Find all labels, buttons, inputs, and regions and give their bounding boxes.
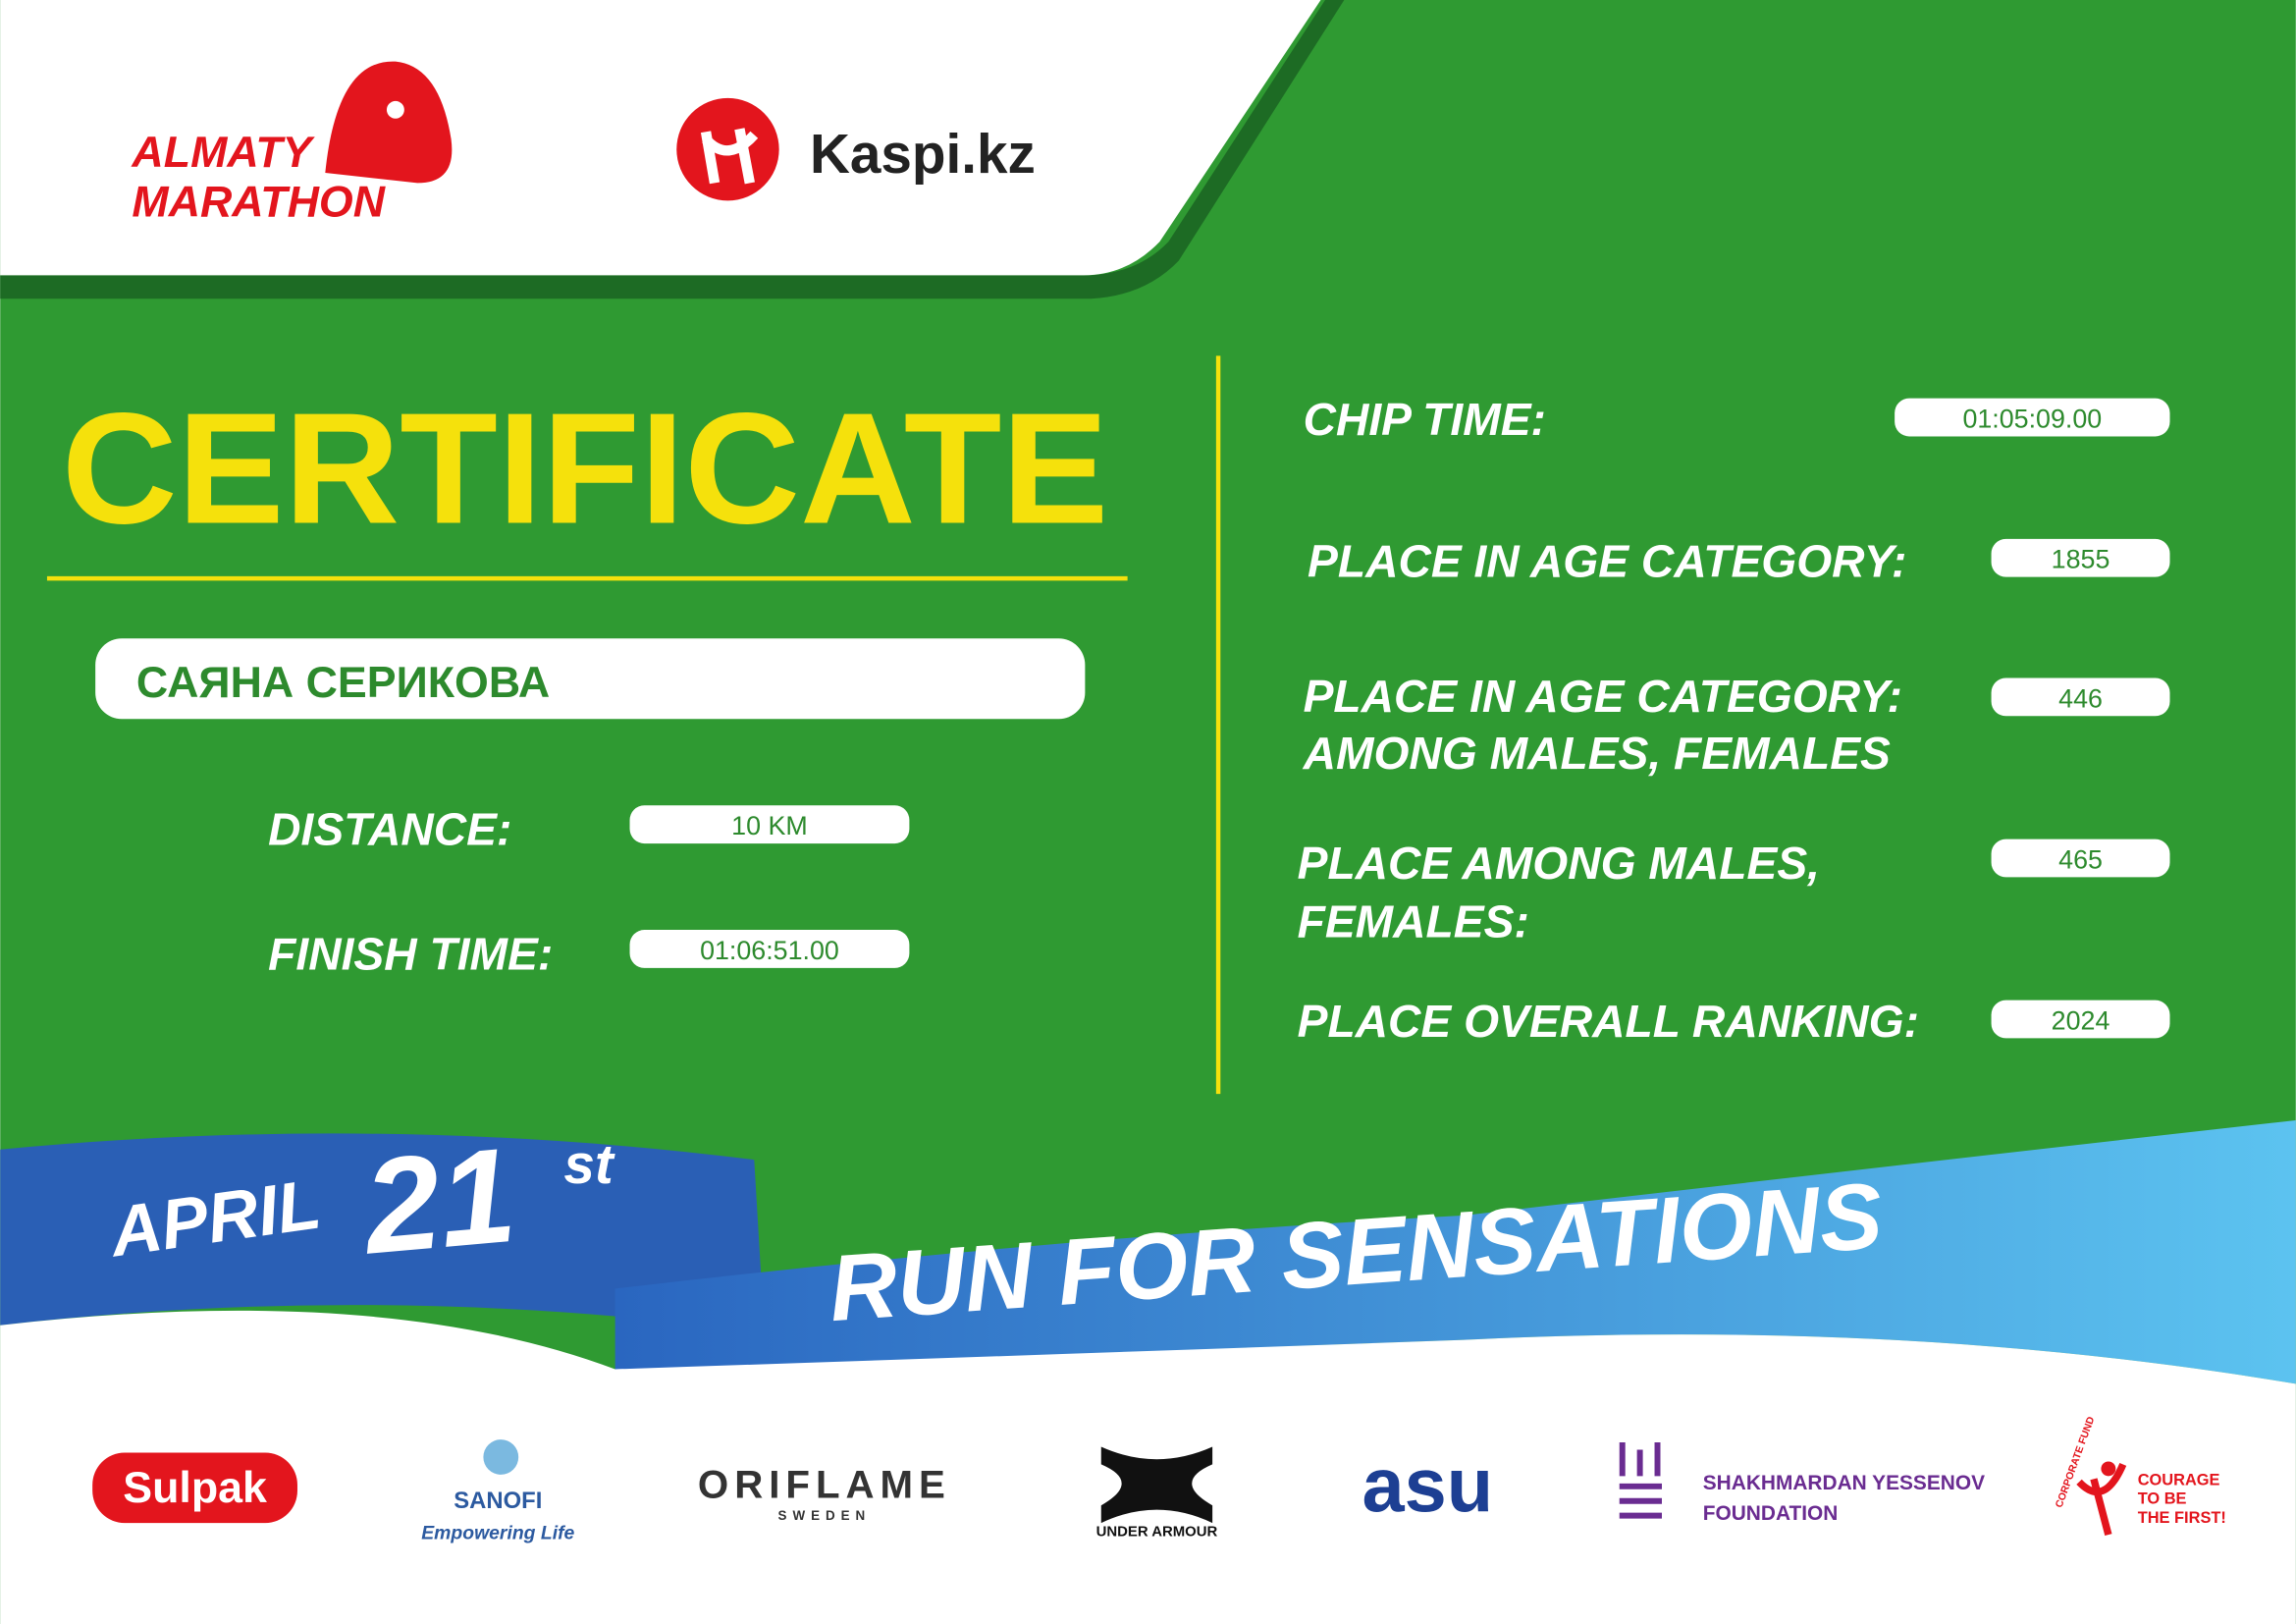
field-value: 465 xyxy=(2058,844,2103,874)
field-label: PLACE IN AGE CATEGORY: xyxy=(1308,536,1906,587)
value-box xyxy=(1991,839,2170,878)
field-label: FEMALES: xyxy=(1298,896,1529,947)
sponsor: FOUNDATION xyxy=(1703,1502,1839,1525)
value-box xyxy=(1895,398,2170,437)
sponsor: SWEDEN xyxy=(778,1508,872,1523)
ua-logo xyxy=(1100,1446,1213,1524)
kaspi-figures xyxy=(700,128,759,185)
field-label: CHIP TIME: xyxy=(1304,394,1546,445)
courage-figure xyxy=(2076,1462,2127,1536)
field-value: 10 KM xyxy=(731,811,808,840)
sponsor: TO BE xyxy=(2138,1490,2187,1508)
yessenov-mark xyxy=(1619,1442,1662,1519)
name-box xyxy=(95,638,1086,720)
sponsor: Sulpak xyxy=(123,1463,267,1512)
runner-logo xyxy=(325,61,453,184)
right-fields: CHIP TIME: 01:05:09.00 PLACE IN AGE CATEGO… xyxy=(1298,394,2170,1047)
sponsor: COURAGE xyxy=(2138,1471,2220,1489)
left-fields: DISTANCE: 10 KM FINISH TIME: 01:06:51.00 xyxy=(268,804,910,979)
ribbon-right xyxy=(614,1119,2296,1384)
field-label: PLACE IN AGE CATEGORY: xyxy=(1304,671,1902,722)
field-label: AMONG MALES, FEMALES xyxy=(1303,728,1891,779)
field-value: 446 xyxy=(2058,683,2103,713)
value-box xyxy=(1991,1000,2170,1039)
value-box xyxy=(629,805,910,844)
field-value: 01:05:09.00 xyxy=(1962,404,2102,433)
field-value: 1855 xyxy=(2052,545,2110,574)
header-panel xyxy=(0,0,1321,276)
logo-text: MARATHON xyxy=(132,178,386,227)
field-label: PLACE OVERALL RANKING: xyxy=(1298,996,1919,1047)
certificate-title: CERTIFICATE xyxy=(62,380,1108,557)
runner-head xyxy=(386,100,404,119)
banner-suffix: st xyxy=(563,1134,615,1196)
field-value: 01:06:51.00 xyxy=(700,936,839,965)
value-box xyxy=(1991,677,2170,717)
ribbon-left xyxy=(0,1133,765,1333)
banner-day: 21 xyxy=(355,1120,520,1283)
sponsor: Empowering Life xyxy=(421,1522,574,1543)
logo-text: ALMATY xyxy=(131,128,315,177)
sponsor: ORIFLAME xyxy=(698,1463,951,1507)
sulpak-logo xyxy=(92,1452,297,1524)
field-value: 2024 xyxy=(2052,1005,2110,1035)
courage-head xyxy=(2101,1461,2116,1477)
sponsor: SHAKHMARDAN YESSENOV xyxy=(1703,1472,1985,1494)
sponsor: UNDER ARMOUR xyxy=(1096,1525,1218,1541)
field-label: DISTANCE: xyxy=(268,804,511,855)
field-label: FINISH TIME: xyxy=(268,928,553,979)
value-box xyxy=(1991,538,2170,577)
field-label: PLACE AMONG MALES, xyxy=(1298,838,1820,889)
partner-name: Kaspi.kz xyxy=(810,124,1036,186)
participant-name: САЯНА СЕРИКОВА xyxy=(136,658,550,707)
sponsor: THE FIRST! xyxy=(2138,1509,2226,1527)
value-box xyxy=(629,930,910,968)
sanofi-mark xyxy=(483,1439,519,1475)
sponsor: SANOFI xyxy=(454,1488,542,1514)
sponsor: asu xyxy=(1362,1443,1494,1528)
